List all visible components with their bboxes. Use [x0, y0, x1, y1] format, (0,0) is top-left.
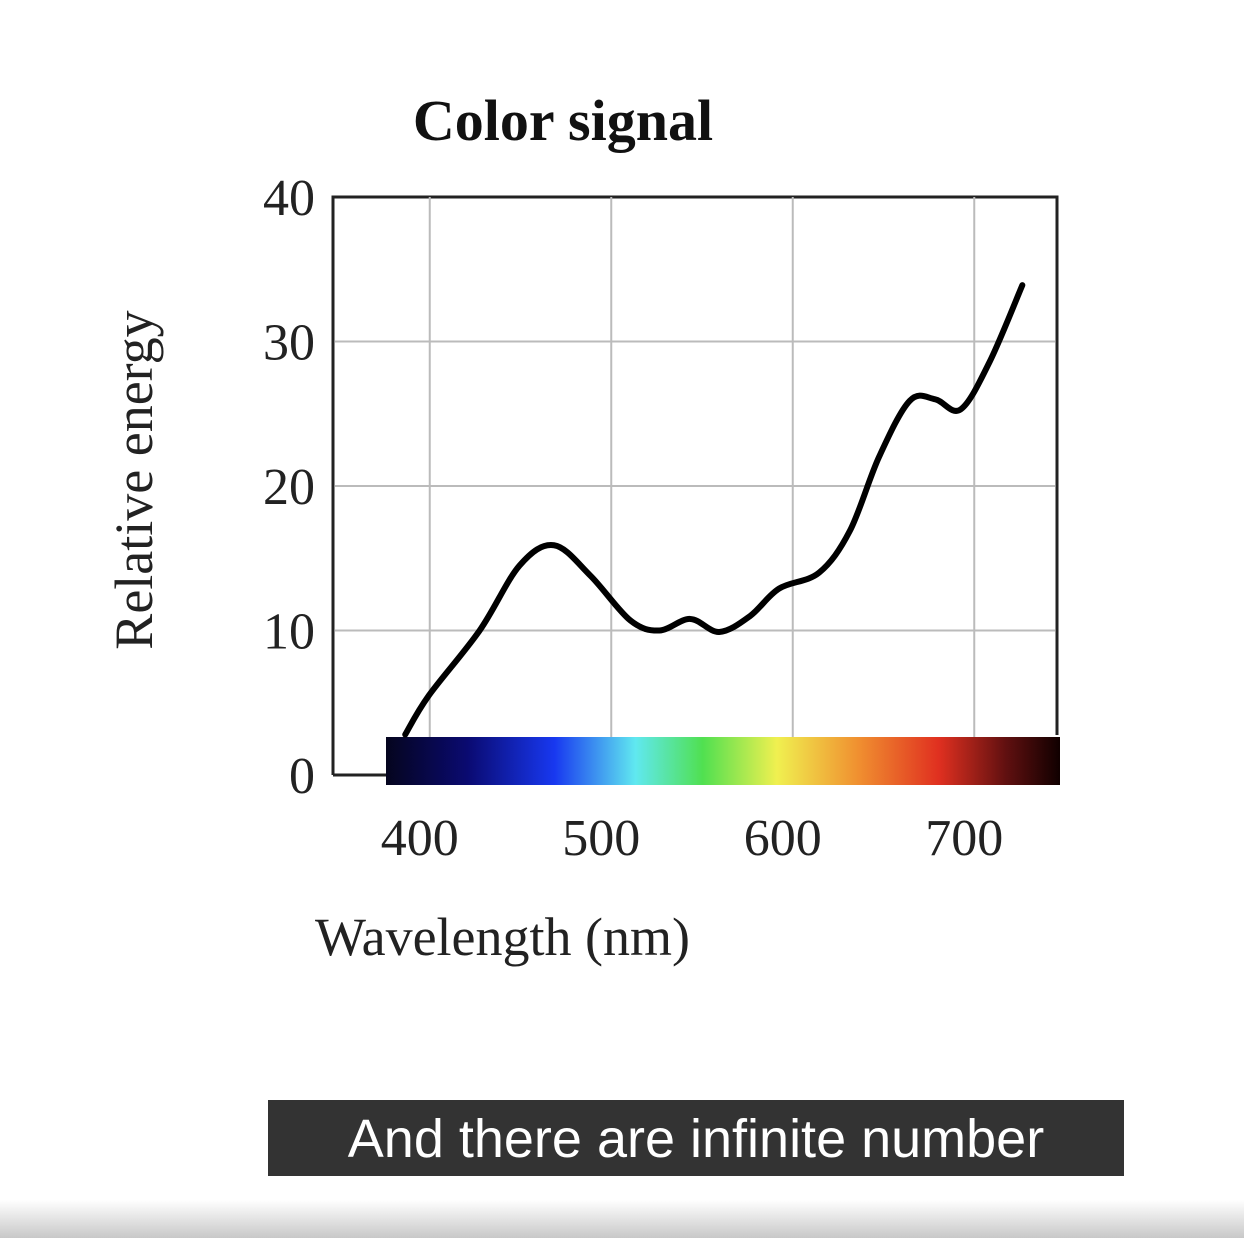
chart-title: Color signal [413, 88, 713, 153]
x-tick-label: 700 [925, 810, 1003, 867]
data-line [402, 282, 1026, 738]
y-tick-label: 40 [263, 170, 315, 227]
y-tick-label: 20 [263, 459, 315, 516]
chart: Color signal Wavelength (nm) Relative en… [104, 88, 1060, 967]
x-tick-label: 500 [562, 810, 640, 867]
y-axis-label: Relative energy [104, 310, 164, 649]
player-bar [0, 1200, 1244, 1238]
x-axis-label: Wavelength (nm) [315, 907, 690, 967]
caption-box [268, 1100, 1124, 1176]
y-tick-label: 10 [263, 604, 315, 661]
y-tick-label: 0 [289, 748, 315, 805]
y-tick-label: 30 [263, 315, 315, 372]
spectrum-bar [386, 737, 1060, 785]
caption-text: And there are infinite number [348, 1109, 1044, 1169]
plot-frame [331, 195, 1059, 775]
caption: And there are infinite number [268, 1100, 1124, 1176]
x-tick-label: 600 [744, 810, 822, 867]
x-tick-label: 400 [381, 810, 459, 867]
